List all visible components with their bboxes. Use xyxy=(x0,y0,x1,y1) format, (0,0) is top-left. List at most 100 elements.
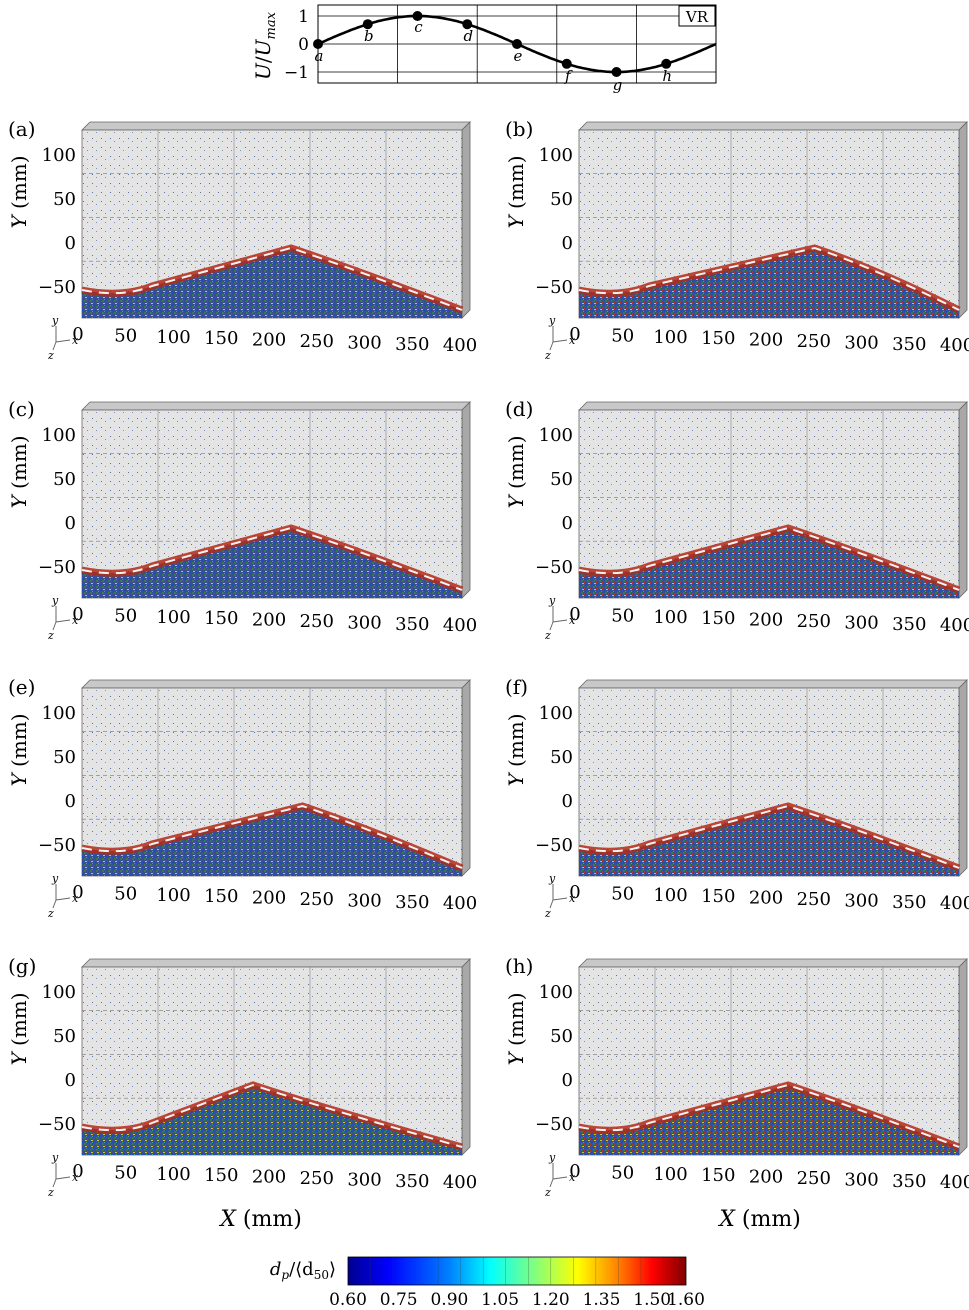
triad-x-axis xyxy=(55,897,71,901)
panel-box-side xyxy=(958,679,968,877)
panel-xtick: 0 xyxy=(569,324,580,345)
panel-ytick: 50 xyxy=(53,469,76,490)
panel-xtick: 200 xyxy=(252,330,286,351)
panel-xtick: 50 xyxy=(114,605,137,626)
triad-z-axis xyxy=(52,341,57,351)
triad-z-label: z xyxy=(47,349,54,362)
triad-y-label: y xyxy=(548,594,556,607)
colorbar-tick: 1.50 xyxy=(633,1290,671,1310)
colorbar-divisions xyxy=(370,1257,664,1285)
panel-ytick: 100 xyxy=(539,982,573,1003)
panel-xtick: 0 xyxy=(72,882,83,903)
triad-x-axis xyxy=(552,339,568,343)
colorbar-label: dp/⟨d50⟩ xyxy=(270,1259,336,1282)
triad-y-label: y xyxy=(548,1151,556,1164)
triad-y-label: y xyxy=(51,1151,59,1164)
panel-xtick: 400 xyxy=(940,615,969,636)
panel-xtick: 200 xyxy=(749,1167,783,1188)
triad-z-axis xyxy=(549,1178,554,1188)
triad-x-axis xyxy=(55,619,71,623)
panel-box-top xyxy=(578,679,968,689)
panel-ytick: 50 xyxy=(550,1026,573,1047)
triad-z-label: z xyxy=(47,1186,54,1199)
panel-ytick: 100 xyxy=(539,425,573,446)
phase-point-c xyxy=(412,11,423,21)
panel-ytick: 50 xyxy=(53,1026,76,1047)
panel-ytick: 100 xyxy=(42,425,76,446)
panel-box-top xyxy=(578,401,968,411)
panel-xtick: 250 xyxy=(300,889,334,910)
panel-xtick: 150 xyxy=(701,886,735,907)
sediment-bed xyxy=(579,1085,959,1155)
triad-x-label: x xyxy=(72,334,79,347)
panel-xtick: 0 xyxy=(72,604,83,625)
panel-xtick: 300 xyxy=(844,612,878,633)
phase-point-d xyxy=(462,19,473,30)
triad-x-axis xyxy=(55,1176,71,1180)
panel-xtick: 100 xyxy=(156,885,190,906)
panel-xtick: 150 xyxy=(204,1165,238,1186)
triad-x-axis xyxy=(55,339,71,343)
panel-box-top xyxy=(81,958,471,968)
panel-ylabel: Y (mm) xyxy=(504,992,528,1065)
triad-z-axis xyxy=(52,621,57,631)
triad-z-axis xyxy=(549,341,554,351)
triad-y-label: y xyxy=(51,872,59,885)
xlabel-left: X (mm) xyxy=(218,1207,302,1232)
panel-ytick: 50 xyxy=(53,189,76,210)
panel-ytick: 0 xyxy=(562,1070,573,1091)
triad-x-label: x xyxy=(72,1171,79,1184)
phase-point-f xyxy=(561,58,572,69)
panel-xtick: 50 xyxy=(611,605,634,626)
panel-xtick: 350 xyxy=(395,334,429,355)
panel-xtick: 150 xyxy=(701,1165,735,1186)
vortex-structures xyxy=(578,1083,960,1148)
phase-label-a: a xyxy=(315,47,324,65)
triad-z-axis xyxy=(52,1178,57,1188)
panel-ylabel: Y (mm) xyxy=(7,155,31,228)
panel-xtick: 200 xyxy=(252,1167,286,1188)
panel-ytick: 50 xyxy=(550,469,573,490)
panel-ytick: −50 xyxy=(535,1114,573,1135)
panel-c: (c) Y (mm) 100 50 0 −50 0 50 100 150 200 250 300 350 4… xyxy=(7,397,477,642)
colorbar-gradient xyxy=(347,1256,687,1286)
panel-xtick: 150 xyxy=(701,328,735,349)
phase-label-f: f xyxy=(564,67,573,85)
sediment-bed xyxy=(82,248,462,318)
triad-z-label: z xyxy=(544,907,551,920)
panel-label: (b) xyxy=(505,117,533,141)
vortex-structures xyxy=(81,1083,463,1148)
panel-xtick: 300 xyxy=(347,332,381,353)
panel-xtick: 400 xyxy=(443,893,477,914)
panels-grid: (a) Y (mm) 100 50 0 −50 0 50 100 150 200 250 300 350 4… xyxy=(7,117,969,1199)
colorbar-tick: 0.90 xyxy=(430,1290,468,1310)
panel-xtick: 250 xyxy=(300,331,334,352)
triad-y-label: y xyxy=(51,594,59,607)
colorbar-tick: 1.35 xyxy=(583,1290,621,1310)
triad-x-axis xyxy=(552,897,568,901)
panel-label: (g) xyxy=(8,954,36,978)
triad-y-label: y xyxy=(548,872,556,885)
panel-xtick: 200 xyxy=(749,330,783,351)
panel-ylabel: Y (mm) xyxy=(504,713,528,786)
panel-xtick: 250 xyxy=(300,611,334,632)
panel-xtick: 100 xyxy=(156,1164,190,1185)
sediment-bed xyxy=(82,806,462,876)
triad-x-label: x xyxy=(569,614,576,627)
velocity-phase-chart: a b c d e f g h 1 0 −1 U/Umax VR xyxy=(251,4,717,94)
panel-xtick: 350 xyxy=(892,1171,926,1192)
panel-xtick: 250 xyxy=(300,1168,334,1189)
sediment-bed xyxy=(579,528,959,598)
colorbar-tick: 1.20 xyxy=(532,1290,570,1310)
panel-xtick: 200 xyxy=(252,610,286,631)
panel-ytick: 0 xyxy=(562,233,573,254)
panel-box-top xyxy=(81,679,471,689)
panel-label: (d) xyxy=(505,397,533,421)
panel-xtick: 400 xyxy=(443,335,477,356)
panel-ylabel: Y (mm) xyxy=(7,713,31,786)
panel-xtick: 400 xyxy=(443,1172,477,1193)
panel-ytick: −50 xyxy=(38,835,76,856)
panel-xtick: 300 xyxy=(347,1169,381,1190)
velocity-ytick: −1 xyxy=(284,63,309,83)
velocity-ytick: 0 xyxy=(298,35,309,55)
